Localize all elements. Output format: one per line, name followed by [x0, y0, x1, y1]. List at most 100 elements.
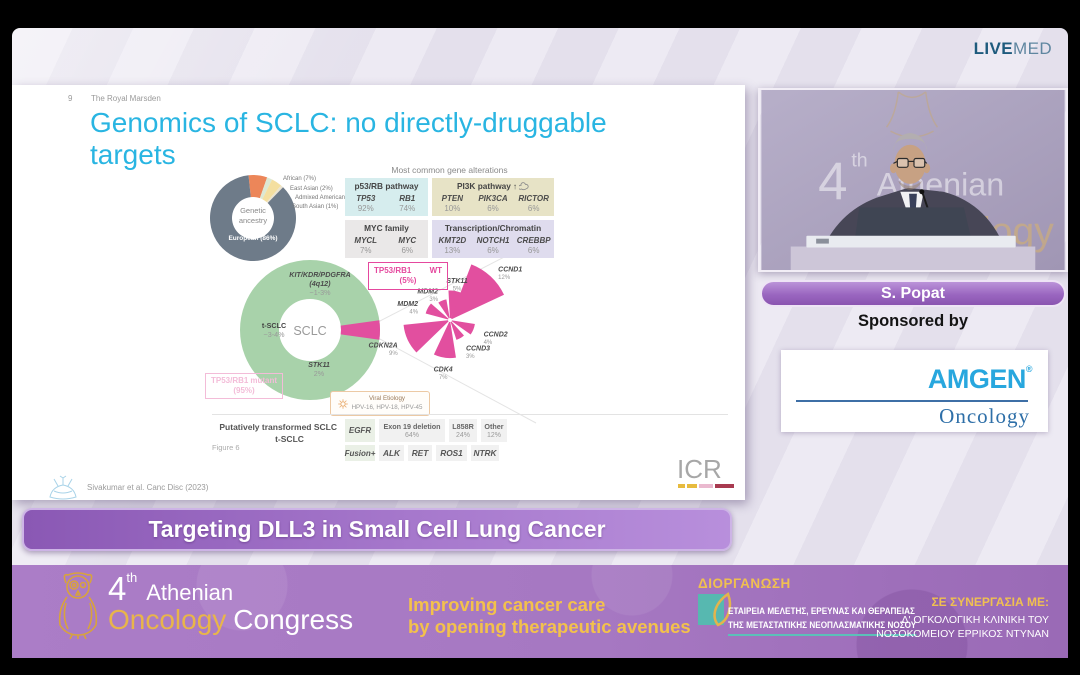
rose-wedge-pct: 5%	[453, 287, 462, 293]
gene-group: PI3K pathway ↑ PTEN 10% PIK3CA 6% RICTOR 6%	[432, 178, 554, 216]
gene-cell: PIK3CA 6%	[478, 194, 508, 213]
speaker-video-scene: 4 th Athenian Oncology	[761, 90, 1065, 270]
rose-wedge-label: STK11	[446, 278, 467, 285]
congress-wordmark: 4th Athenian Oncology Congress	[108, 570, 353, 636]
livemed-live: LIVE	[973, 39, 1014, 58]
t-sclc-pct: ~3-4%	[263, 330, 285, 340]
gene-alterations-title: Most common gene alterations	[391, 165, 508, 175]
t-sclc-annotation: t-SCLC ~3-4%	[242, 321, 306, 340]
rose-wedge-label: CDKN2A	[369, 342, 398, 349]
viral-line1: Viral Etiology	[368, 395, 405, 403]
congress-line1: 4th Athenian	[108, 570, 353, 608]
table-cell: Exon 19 deletion 64%	[379, 419, 445, 442]
slide-number: 9	[68, 94, 73, 103]
partner-label: ΣΕ ΣΥΝΕΡΓΑΣΙΑ ΜΕ:	[931, 595, 1049, 609]
icr-dash	[678, 484, 685, 488]
t-sclc-caption: t-SCLC	[275, 434, 304, 444]
backdrop-4: 4	[818, 153, 847, 212]
gene-cell: RB1 74%	[399, 194, 416, 213]
slide-divider	[212, 414, 728, 415]
ancestry-slice-label: Admixed American (4%)	[295, 195, 360, 201]
congress-footer: 4th Athenian Oncology Congress Improving c…	[12, 565, 1068, 658]
rose-wedge-pct: 4%	[484, 340, 493, 346]
viral-line2: HPV-16, HPV-18, HPV-45	[351, 403, 423, 411]
table-row: Fusion+ ALK RET ROS1 NTRK	[345, 445, 507, 461]
congress-number: 4	[108, 570, 127, 607]
wt-pct: (5%)	[399, 276, 417, 285]
ancestry-slice	[266, 185, 284, 203]
rose-wedge	[450, 264, 505, 320]
brain-icon	[519, 181, 529, 190]
gene-alterations-panel: Most common gene alterations p53/RB path…	[345, 165, 554, 258]
gene-alterations-grid: p53/RB pathway TP53 92% RB1 74% PI3K pathway ↑…	[345, 178, 554, 258]
rose-wedge-label: CDK4	[434, 367, 453, 374]
ancestry-center-line2: ancestry	[238, 215, 268, 225]
rose-wedge-label: CCND3	[466, 346, 490, 353]
gene-cell: MYCL 7%	[354, 236, 378, 255]
icr-dash	[715, 484, 734, 488]
backdrop-owl-icon	[885, 91, 939, 138]
ancestry-european-label: European (86%)	[228, 235, 278, 242]
rose-wedge	[433, 321, 456, 359]
partner-line2: ΝΟΣΟΚΟΜΕΙΟΥ ΕΡΡΙΚΟΣ ΝΤΥΝΑΝ	[876, 628, 1049, 641]
gene-group: Transcription/Chromatin KMT2D 13% NOTCH1 6% C…	[432, 220, 554, 258]
rose-wedge	[450, 321, 464, 340]
table-head-cell: EGFR	[345, 419, 375, 442]
icr-dash	[699, 484, 713, 488]
table-cell: L858R 24%	[449, 419, 477, 442]
rose-wedge-pct: 9%	[389, 351, 398, 357]
gene-cell: KMT2D 13%	[438, 236, 467, 255]
sponsored-by-label: Sponsored by	[857, 312, 968, 330]
sclc-wt-wedge	[340, 320, 380, 340]
ancestry-slice	[262, 179, 282, 203]
tagline-line1: Improving cancer care	[408, 594, 606, 615]
amgen-division: Oncology	[939, 404, 1030, 428]
partner-line1: Δ' ΟΓΚΟΛΟΓΙΚΗ ΚΛΙΝΙΚΗ ΤΟΥ	[901, 613, 1049, 626]
slide-citation: Sivakumar et al. Canc Disc (2023)	[87, 483, 209, 492]
glasses-icon	[893, 157, 928, 168]
rose-wedge-pct: 4%	[409, 310, 418, 316]
congress-line2: Oncology Congress	[108, 604, 353, 636]
congress-ordinal: th	[126, 570, 138, 585]
ancestry-slice	[259, 177, 273, 200]
rose-wedge	[425, 303, 449, 320]
rose-wedge	[403, 320, 449, 353]
rose-wedge-pct: 3%	[466, 354, 475, 360]
rose-wedge-pct: 12%	[498, 275, 511, 281]
congress-oncology: Oncology	[108, 604, 227, 635]
amgen-brand: AMGEN®	[928, 364, 1033, 395]
ancestry-center-label: Genetic ancestry	[223, 206, 283, 226]
content-panel: LIVEMED CCND1 12% STK11 5% MDM2 3% MDM2 4% CDKN2…	[12, 28, 1068, 658]
rose-wedge-label: MDM2	[397, 301, 418, 308]
gene-group: p53/RB pathway TP53 92% RB1 74%	[345, 178, 428, 216]
partner-block: ΣΕ ΣΥΝΕΡΓΑΣΙΑ ΜΕ: Δ' ΟΓΚΟΛΟΓΙΚΗ ΚΛΙΝΙΚΗ …	[876, 594, 1049, 642]
gene-group-header: Transcription/Chromatin	[444, 223, 542, 233]
mut-gene: TP53/RB1	[211, 376, 249, 385]
rose-wedge-label: CCND2	[484, 332, 508, 339]
gene-group-header: p53/RB pathway	[354, 181, 419, 191]
organizer-name: ΕΤΑΙΡΕΙΑ ΜΕΛΕΤΗΣ, ΕΡΕΥΝΑΣ ΚΑΙ ΘΕΡΑΠΕΙΑΣ …	[728, 605, 917, 636]
icr-dash	[687, 484, 697, 488]
session-title: Targeting DLL3 in Small Cell Lung Cancer	[148, 516, 606, 542]
rose-wedge	[438, 299, 450, 319]
sclc-donut-center-label: SCLC	[293, 324, 327, 338]
rose-wedge-label: CCND1	[498, 266, 522, 273]
rose-wedge-pct: 3%	[429, 297, 438, 303]
livemed-med: MED	[1013, 39, 1052, 58]
congress-congress: Congress	[233, 604, 354, 635]
wt-status: WT	[429, 266, 442, 275]
ancestry-slice-label: African (7%)	[283, 176, 317, 182]
laptop-icon	[855, 207, 971, 237]
owl-icon	[58, 572, 98, 639]
speaker-video-feed[interactable]: 4 th Athenian Oncology	[758, 88, 1068, 272]
organizer-label: ΔΙΟΡΓΑΝΩΣΗ	[698, 576, 791, 591]
gene-cell: TP53 92%	[356, 194, 376, 213]
wt-gene: TP53/RB1	[374, 266, 412, 275]
backdrop-th: th	[851, 149, 867, 171]
tp53-rb1-mutant-box: TP53/RB1 mutant (95%)	[205, 373, 283, 399]
tagline-line2: by opening therapeutic avenues	[408, 615, 691, 637]
t-sclc-alterations-table: EGFR Exon 19 deletion 64% L858R 24% Other 12% F…	[345, 419, 507, 461]
ancestry-slice-label: East Asian (2%)	[290, 186, 333, 192]
gene-group-header: MYC family	[364, 223, 409, 233]
